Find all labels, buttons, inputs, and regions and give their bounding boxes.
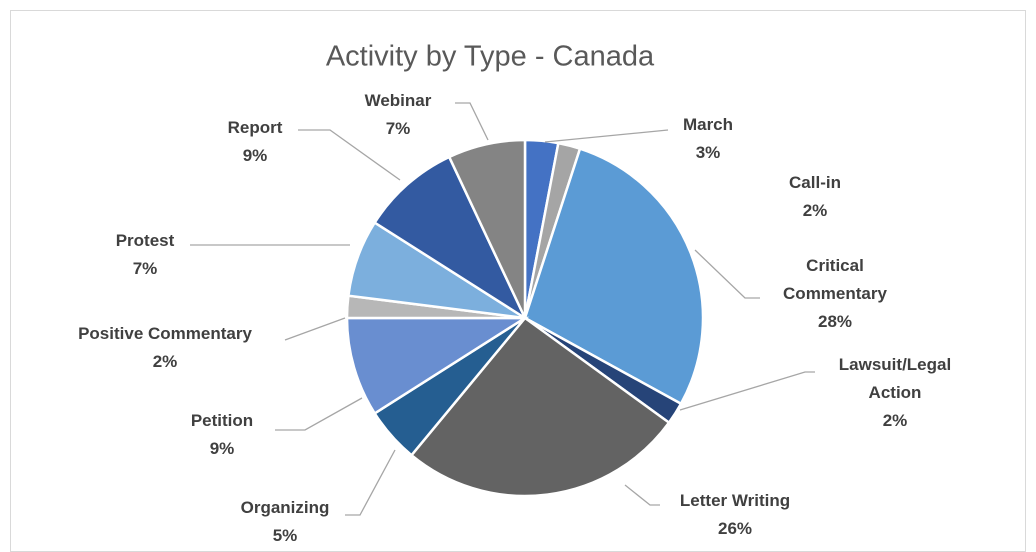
value-label: 2% [152,352,178,371]
value-label: 3% [695,143,721,162]
data-label: Call-in 2% [755,169,875,225]
leader-line [624,484,660,506]
data-label: Lawsuit/Legal Action 2% [830,351,960,435]
leader-line [275,397,363,431]
category-label: Petition [190,411,254,430]
category-label: Call-in [789,173,841,192]
leader-line [544,129,669,143]
category-label: Organizing [240,498,330,517]
category-label: Lawsuit/Legal Action [838,355,952,402]
category-label: Positive Commentary [78,324,252,343]
value-label: 2% [882,411,908,430]
leader-line [298,129,401,181]
value-label: 7% [132,259,158,278]
value-label: 28% [817,312,853,331]
category-label: Letter Writing [679,491,791,510]
data-label: Letter Writing 26% [655,487,815,543]
category-label: March [682,115,734,134]
leader-line [345,449,396,516]
data-label: Critical Commentary 28% [775,252,895,336]
leader-line [679,371,815,411]
chart-title: Activity by Type - Canada [326,41,655,73]
pie-slice [372,155,528,322]
data-label: Organizing 5% [220,494,350,550]
data-label: Report 9% [195,114,315,170]
data-label: Protest 7% [85,227,205,283]
pie-slice [345,316,530,416]
category-label: Protest [115,231,175,250]
pie-slice [523,147,705,406]
leader-line [284,317,346,341]
data-label: Webinar 7% [338,87,458,143]
value-label: 9% [242,146,268,165]
data-label: Positive Commentary 2% [35,320,295,376]
value-label: 5% [272,526,298,545]
data-label: Petition 9% [162,407,282,463]
value-label: 2% [802,201,828,220]
category-label: Report [227,118,283,137]
pie-slice [447,138,527,319]
leader-line [455,102,489,141]
category-label: Webinar [364,91,432,110]
leader-line [694,249,760,299]
pie-slice [409,316,671,498]
value-label: 9% [209,439,235,458]
value-label: 7% [385,119,411,138]
data-label: March 3% [648,111,768,167]
value-label: 26% [717,519,753,538]
category-label: Critical Commentary [783,256,887,303]
